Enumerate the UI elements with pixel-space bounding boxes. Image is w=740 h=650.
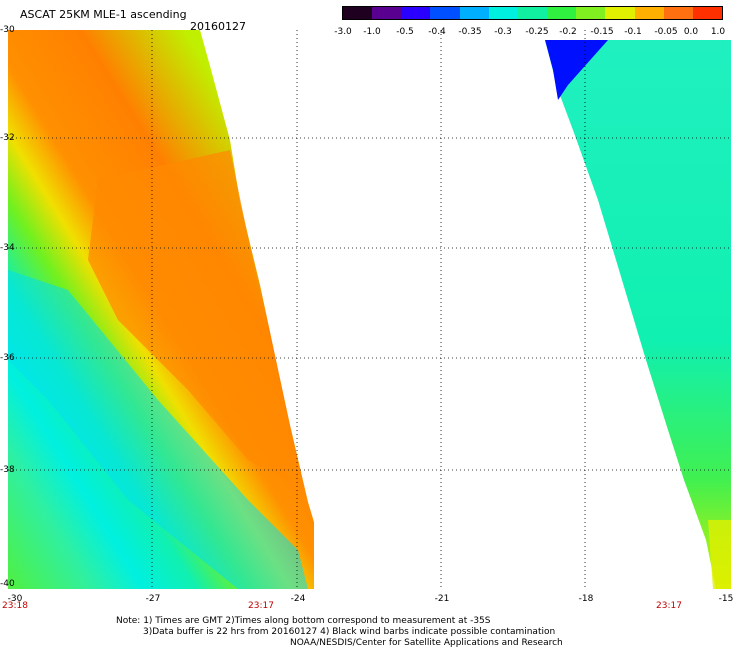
time-label-right: 23:17 xyxy=(656,601,682,611)
colorbar-tick: -0.25 xyxy=(525,27,549,37)
time-label-left: 23:18 xyxy=(2,601,28,611)
lat-label: -36 xyxy=(0,353,15,363)
lat-label: -38 xyxy=(0,465,15,475)
lon-label: -21 xyxy=(434,594,450,604)
color-swatch-6 xyxy=(517,7,548,19)
lon-label: -30 xyxy=(7,594,23,604)
map-date: 20160127 xyxy=(190,20,246,33)
map-title: ASCAT 25KM MLE-1 ascending xyxy=(20,8,187,21)
color-swatch-11 xyxy=(663,7,693,19)
color-swatch-12 xyxy=(692,7,723,19)
lat-label: -30 xyxy=(0,25,15,35)
colorbar-tick: 0.0 xyxy=(683,27,699,37)
lon-label: -18 xyxy=(578,594,594,604)
color-swatch-8 xyxy=(576,7,606,19)
graticule xyxy=(8,30,731,589)
color-swatch-1 xyxy=(372,7,402,19)
color-scale-bar xyxy=(342,6,723,20)
lon-label: -15 xyxy=(718,594,734,604)
color-swatch-4 xyxy=(459,7,489,19)
time-label-middle: 23:17 xyxy=(248,601,274,611)
color-swatch-9 xyxy=(605,7,635,19)
color-swatch-3 xyxy=(430,7,460,19)
colorbar-tick: -3.0 xyxy=(334,27,352,37)
lat-label: -40 xyxy=(0,579,15,589)
colorbar-tick: -0.4 xyxy=(428,27,446,37)
color-swatch-5 xyxy=(488,7,518,19)
colorbar-tick: -0.05 xyxy=(654,27,678,37)
lon-label: -24 xyxy=(290,594,306,604)
lat-label: -32 xyxy=(0,133,15,143)
lat-label: -34 xyxy=(0,243,15,253)
colorbar-tick: -0.15 xyxy=(590,27,614,37)
colorbar-tick: -0.2 xyxy=(559,27,577,37)
color-swatch-2 xyxy=(401,7,431,19)
note-line-1: Note: 1) Times are GMT 2)Times along bot… xyxy=(116,616,491,626)
right-swath xyxy=(545,40,731,589)
colorbar-tick: -0.3 xyxy=(494,27,512,37)
colorbar-tick: -0.1 xyxy=(624,27,642,37)
colorbar-tick: -1.0 xyxy=(363,27,381,37)
colorbar-tick: 1.0 xyxy=(710,27,726,37)
left-swath xyxy=(8,30,314,589)
color-swatch-10 xyxy=(634,7,664,19)
color-swatch-7 xyxy=(547,7,577,19)
note-line-2: 3)Data buffer is 22 hrs from 20160127 4)… xyxy=(143,627,556,637)
wind-map-plot[interactable] xyxy=(8,30,731,589)
note-line-3: NOAA/NESDIS/Center for Satellite Applica… xyxy=(290,638,563,648)
color-swatch-0 xyxy=(343,7,373,19)
lon-label: -27 xyxy=(145,594,161,604)
colorbar-tick: -0.35 xyxy=(458,27,482,37)
colorbar-tick: -0.5 xyxy=(396,27,414,37)
